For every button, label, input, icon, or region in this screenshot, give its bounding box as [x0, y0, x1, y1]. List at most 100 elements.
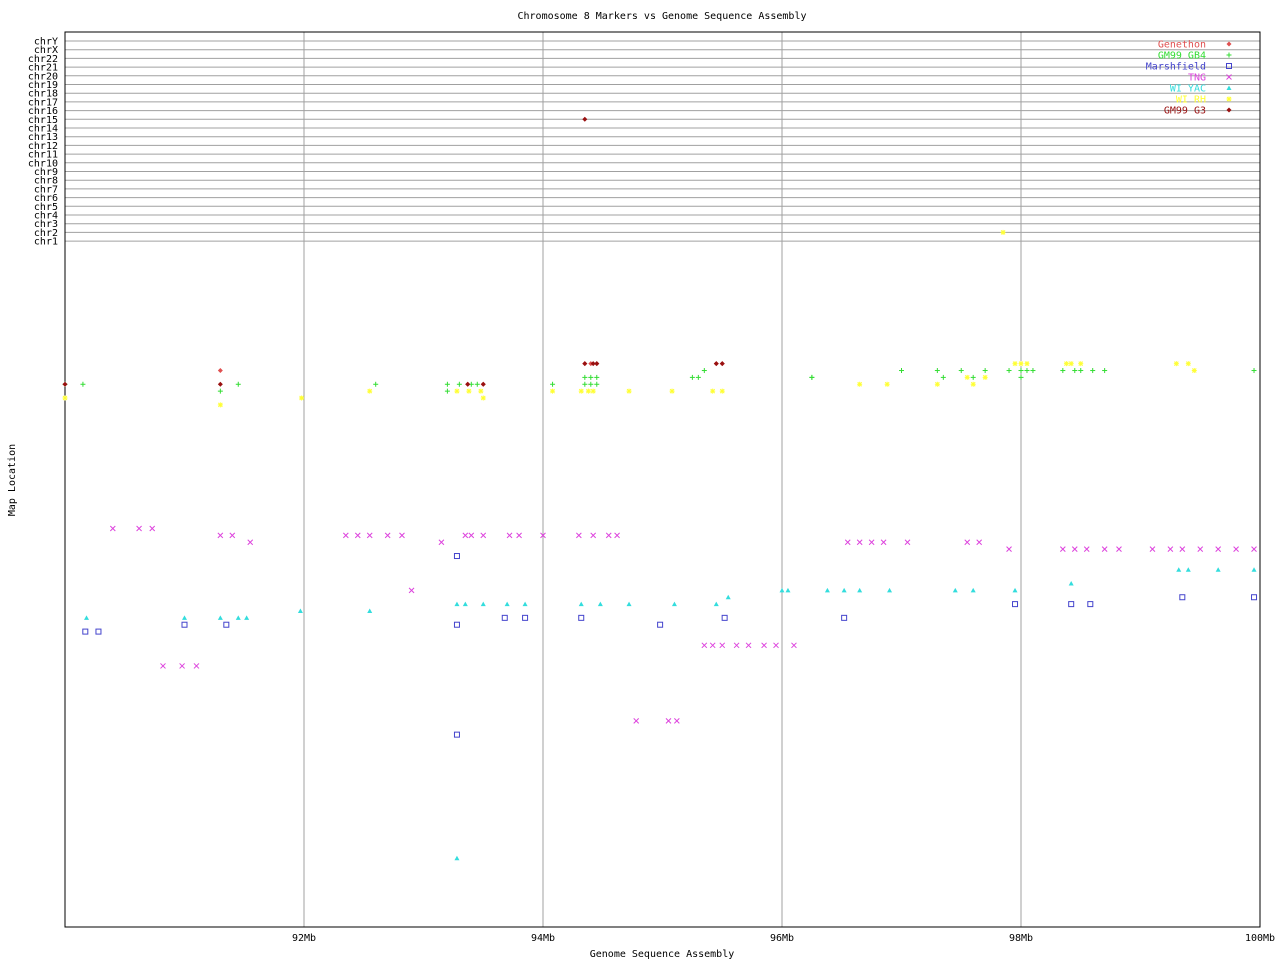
data-point [1018, 368, 1024, 374]
data-point [453, 621, 460, 628]
data-point [444, 381, 450, 387]
data-point [575, 532, 582, 539]
data-point [522, 614, 529, 621]
data-point [1176, 567, 1182, 572]
data-point [779, 587, 785, 593]
data-point [1185, 567, 1191, 572]
data-point [585, 388, 591, 394]
data-point [844, 539, 851, 546]
data-point [1167, 546, 1174, 553]
data-point [657, 621, 664, 628]
data-point [582, 381, 588, 387]
data-point [1251, 368, 1257, 374]
data-point [109, 525, 116, 532]
chromosome-row-label: chrX [34, 45, 58, 56]
data-point [709, 642, 716, 649]
data-point [614, 532, 620, 539]
data-point [884, 381, 890, 387]
legend-label: GM99 GB4 [1158, 51, 1206, 62]
data-point [856, 539, 863, 546]
data-point [719, 642, 726, 649]
data-point [1012, 587, 1018, 593]
data-point [480, 395, 486, 401]
data-point [373, 381, 379, 387]
data-point [1191, 368, 1197, 374]
x-tick-label: 98Mb [1009, 933, 1033, 944]
data-point [462, 601, 468, 607]
data-point [578, 601, 584, 607]
data-point [462, 532, 469, 539]
data-point [1068, 601, 1075, 608]
data-point [582, 374, 588, 380]
data-point [695, 374, 701, 380]
data-point [904, 539, 911, 546]
data-point [982, 368, 988, 374]
data-point [701, 368, 707, 374]
data-point [504, 601, 510, 607]
data-point [594, 374, 600, 380]
data-point [1179, 594, 1186, 601]
data-point [857, 587, 863, 593]
chart-title: Chromosome 8 Markers vs Genome Sequence … [518, 11, 807, 22]
data-points [62, 116, 1258, 861]
data-point [1078, 368, 1084, 374]
data-point [590, 361, 596, 367]
data-point [626, 601, 632, 607]
data-point [454, 388, 460, 394]
chromosome-row-label: chr10 [28, 158, 58, 169]
data-point [217, 388, 223, 394]
data-point [438, 539, 445, 546]
data-point [466, 388, 472, 394]
data-point [62, 381, 68, 387]
chromosome-row-label: chr18 [28, 89, 58, 100]
data-point [590, 388, 596, 394]
data-point [1072, 368, 1078, 374]
data-point [1071, 546, 1078, 553]
data-point [1116, 546, 1122, 553]
data-point [952, 587, 958, 593]
data-point [1083, 546, 1090, 553]
data-point [1018, 374, 1024, 380]
data-point [673, 718, 680, 724]
data-point [970, 381, 976, 387]
data-point [1101, 546, 1108, 553]
data-point [465, 381, 471, 387]
data-point [633, 718, 640, 724]
data-point [578, 388, 584, 394]
series-gm99-g3 [62, 116, 725, 387]
data-point [1068, 581, 1074, 586]
legend-label: WI YAC [1170, 84, 1206, 95]
data-point [669, 388, 675, 394]
data-point [506, 532, 513, 539]
legend-marker [1226, 41, 1232, 47]
data-point [501, 614, 508, 621]
chromosome-row-label: chr1 [34, 237, 58, 248]
data-point [970, 374, 976, 380]
data-point [868, 539, 875, 546]
chromosome-row-label: chrY [34, 37, 58, 48]
data-point [1078, 361, 1084, 367]
data-point [1149, 546, 1156, 553]
chromosome-row-label: chr17 [28, 97, 58, 108]
legend-marker [1226, 85, 1232, 90]
data-point [516, 532, 522, 539]
legend-marker [1226, 74, 1232, 80]
legend-label: Marshfield [1146, 62, 1206, 73]
data-point [1012, 601, 1019, 608]
data-point [399, 532, 405, 539]
chromosome-row-label: chr11 [28, 150, 58, 161]
data-point [1059, 546, 1066, 553]
chromosome-row-label: chr22 [28, 54, 58, 65]
data-point [880, 539, 887, 546]
data-point [1000, 229, 1006, 235]
data-point [366, 532, 373, 539]
data-point [594, 361, 600, 367]
data-point [725, 594, 731, 600]
chromosome-row-label: chr4 [34, 211, 58, 222]
vertical-gridlines [303, 32, 1022, 927]
data-point [841, 587, 847, 593]
data-point [934, 368, 940, 374]
data-point [970, 587, 976, 593]
data-point [1251, 594, 1258, 601]
